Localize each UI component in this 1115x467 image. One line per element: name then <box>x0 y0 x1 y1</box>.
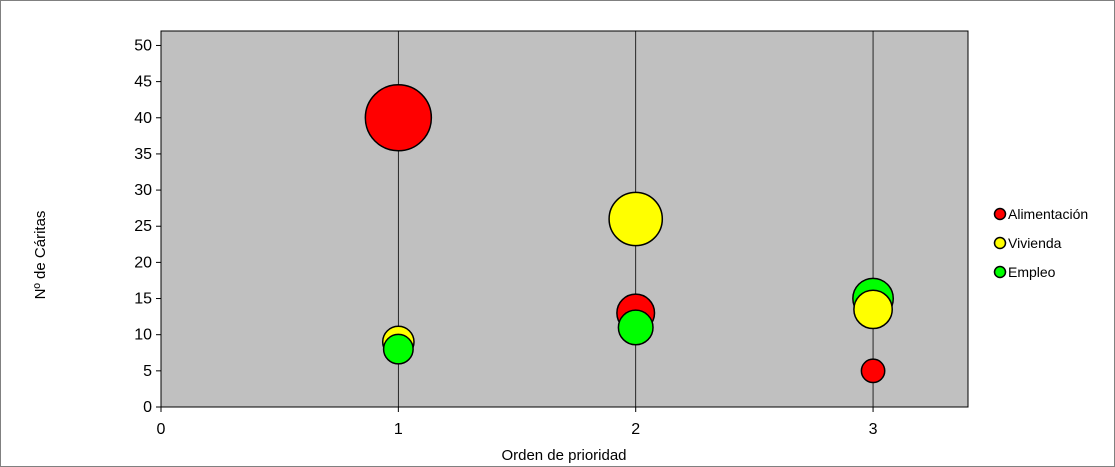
y-tick-label: 25 <box>134 218 152 235</box>
y-tick-label: 45 <box>134 74 152 91</box>
legend-marker <box>993 265 1007 279</box>
x-axis-title: Orden de prioridad <box>501 447 626 464</box>
y-axis-title: Nº de Cáritas <box>32 211 49 300</box>
x-tick-label: 3 <box>869 421 878 438</box>
bubble-vivienda-3 <box>853 289 893 330</box>
legend-label: Empleo <box>1008 264 1056 280</box>
legend-label: Vivienda <box>1008 235 1062 251</box>
bubble-alimentacin-3 <box>860 358 886 384</box>
plot-area <box>160 30 969 408</box>
y-tick-label: 35 <box>134 146 152 163</box>
x-tick-label: 0 <box>157 421 166 438</box>
legend-marker <box>993 236 1007 250</box>
bubble-alimentacin-1 <box>364 84 433 152</box>
bubble-empleo-2 <box>617 309 654 346</box>
x-tick-label: 1 <box>394 421 403 438</box>
legend-marker <box>993 207 1007 221</box>
y-tick-label: 10 <box>134 327 152 344</box>
bubbles <box>364 84 895 384</box>
y-tick-label: 5 <box>143 363 152 380</box>
y-tick-label: 50 <box>134 37 152 54</box>
y-tick-label: 30 <box>134 182 152 199</box>
y-axis-ticks: 0 5 10 15 20 25 30 35 40 45 50 <box>134 37 161 416</box>
y-tick-label: 15 <box>134 291 152 308</box>
legend-label: Alimentación <box>1008 206 1088 222</box>
x-tick-label: 2 <box>631 421 640 438</box>
legend: Alimentación Vivienda Empleo <box>993 206 1088 280</box>
axes <box>160 31 968 408</box>
y-tick-label: 40 <box>134 110 152 127</box>
y-tick-label: 0 <box>143 399 152 416</box>
bubble-empleo-1 <box>382 333 414 365</box>
y-tick-label: 20 <box>134 254 152 271</box>
x-axis-ticks: 0 1 2 3 <box>157 407 878 438</box>
bubble-vivienda-2 <box>608 191 664 247</box>
